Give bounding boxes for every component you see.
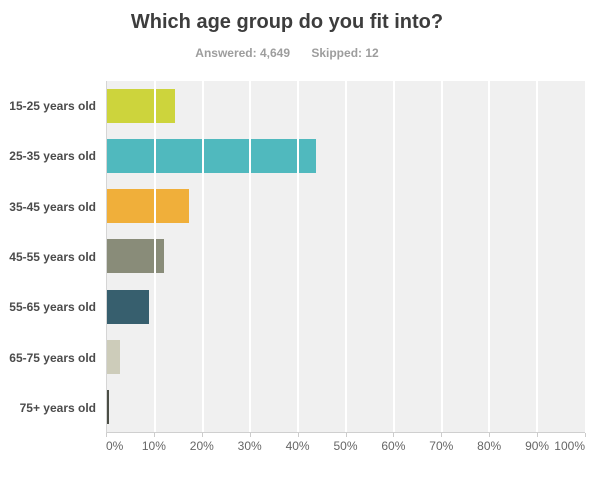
bar-row xyxy=(107,131,585,181)
y-axis-labels: 15-25 years old 25-35 years old 35-45 year… xyxy=(0,81,96,433)
bar-15-25-years-old[interactable] xyxy=(107,89,175,124)
gridline xyxy=(201,81,204,432)
response-stats: Answered: 4,649 Skipped: 12 xyxy=(0,46,574,60)
answered-count: Answered: 4,649 xyxy=(195,46,290,60)
x-tick-label: 90% xyxy=(525,439,550,453)
bar-row xyxy=(107,282,585,332)
bar-row xyxy=(107,81,585,131)
x-tick-mark xyxy=(441,433,443,437)
x-tick-label: 80% xyxy=(477,439,502,453)
gridline xyxy=(488,81,491,432)
x-tick-mark xyxy=(297,433,299,437)
bar-25-35-years-old[interactable] xyxy=(107,139,316,174)
bar-row xyxy=(107,181,585,231)
x-tick-label: 20% xyxy=(189,439,214,453)
gridline xyxy=(345,81,347,432)
gridline xyxy=(153,81,156,432)
gridline xyxy=(392,81,395,432)
x-tick-label: 60% xyxy=(381,439,406,453)
x-tick-label: 100% xyxy=(554,439,585,453)
x-tick-label: 50% xyxy=(333,439,358,453)
bar-75+-years-old[interactable] xyxy=(107,389,109,424)
x-axis-labels: 0% 10% 20% 30% 40% 50% 60% 70% 80% 90% 100% xyxy=(0,439,609,455)
x-tick-mark xyxy=(153,433,155,437)
category-label: 75+ years old xyxy=(19,400,96,415)
skipped-count: Skipped: 12 xyxy=(311,46,379,60)
x-tick-label: 40% xyxy=(285,439,310,453)
category-label: 45-55 years old xyxy=(9,249,96,264)
category-label: 65-75 years old xyxy=(9,350,96,365)
category-label: 25-35 years old xyxy=(9,149,96,164)
x-tick-label: 30% xyxy=(237,439,262,453)
x-tick-mark xyxy=(537,433,539,437)
plot-area xyxy=(106,81,585,433)
x-tick-mark xyxy=(201,433,203,437)
category-label: 15-25 years old xyxy=(9,99,96,114)
x-tick-mark xyxy=(489,433,491,437)
x-tick-mark xyxy=(345,433,347,437)
gridline xyxy=(297,81,300,432)
gridline xyxy=(440,81,443,432)
x-tick-mark xyxy=(106,433,107,437)
gridline xyxy=(249,81,252,432)
bar-65-75-years-old[interactable] xyxy=(107,339,121,374)
x-tick-label: 70% xyxy=(429,439,454,453)
bar-row xyxy=(107,382,585,432)
page-title: Which age group do you fit into? xyxy=(130,11,444,33)
x-tick-mark xyxy=(585,433,586,437)
x-tick-mark xyxy=(249,433,251,437)
category-label: 55-65 years old xyxy=(9,300,96,315)
gridline xyxy=(536,81,539,432)
bar-55-65-years-old[interactable] xyxy=(107,289,149,324)
bar-35-45-years-old[interactable] xyxy=(107,189,190,224)
bar-row xyxy=(107,332,585,382)
category-label: 35-45 years old xyxy=(9,199,96,214)
x-tick-mark xyxy=(393,433,395,437)
x-tick-label: 0% xyxy=(106,439,124,453)
x-tick-label: 10% xyxy=(141,439,166,453)
